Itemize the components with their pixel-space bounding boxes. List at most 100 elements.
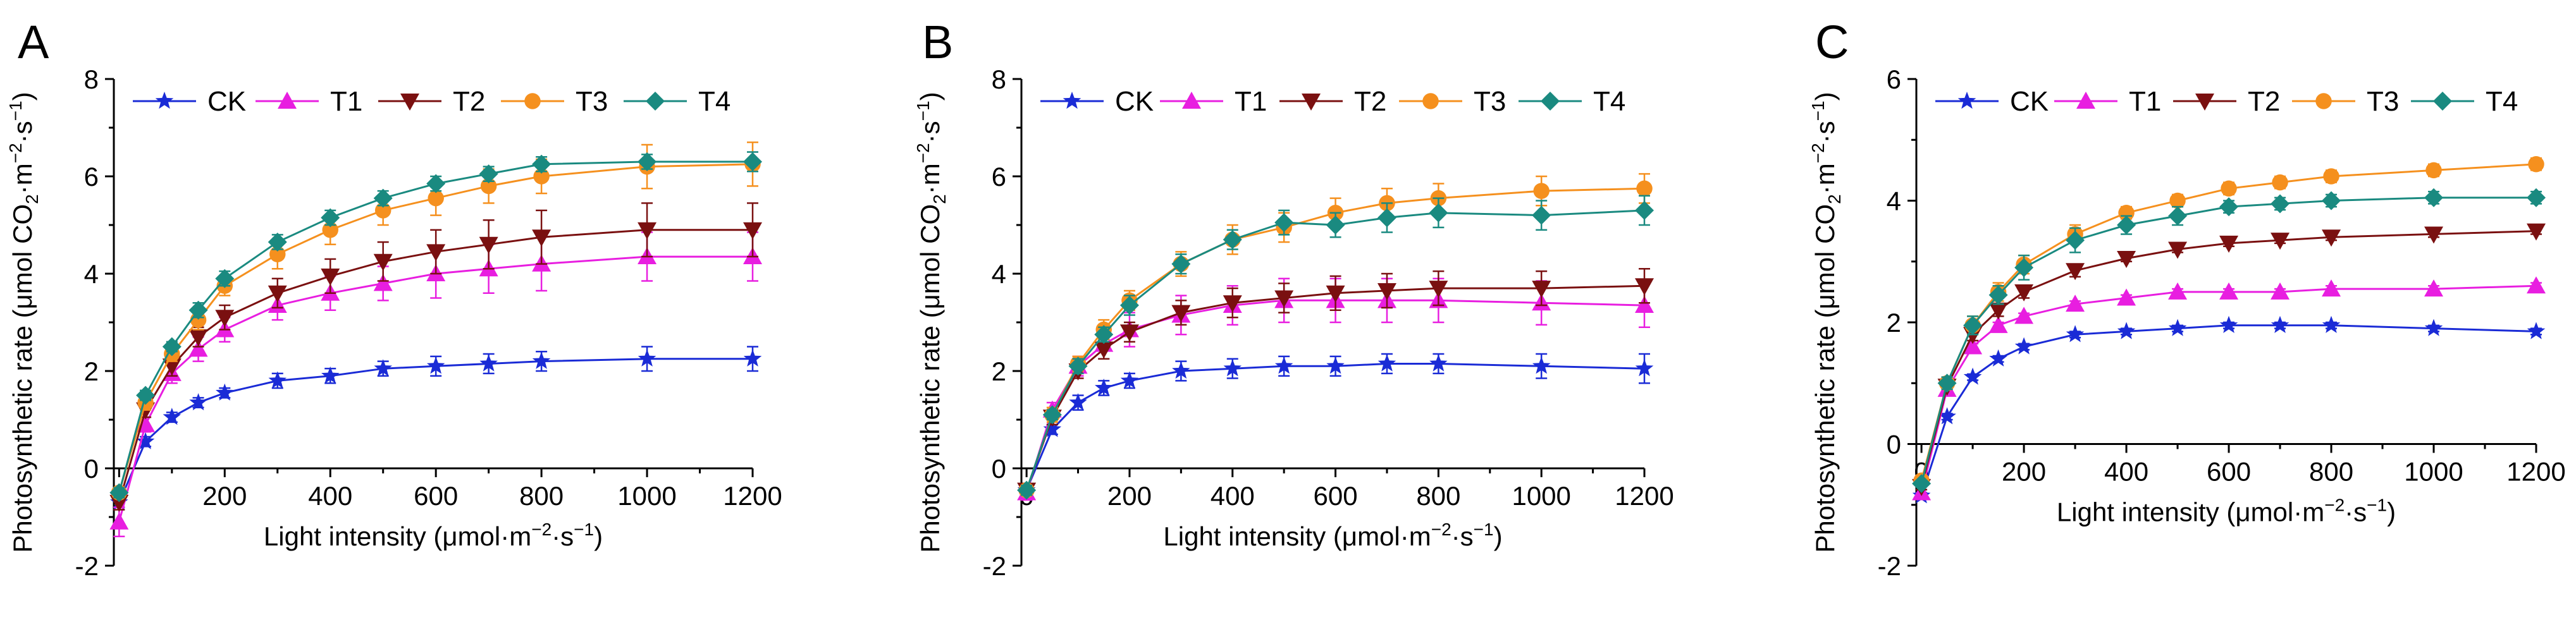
data-point — [533, 168, 550, 185]
data-point — [1042, 405, 1062, 425]
data-point — [1119, 324, 1139, 342]
data-point — [1937, 374, 1957, 393]
x-axis-title-part: ·s — [2345, 497, 2367, 527]
legend-label: T3 — [2367, 86, 2399, 117]
x-tick-label: 600 — [414, 481, 458, 511]
data-point — [1635, 200, 1654, 220]
data-point — [2219, 315, 2238, 333]
data-point — [2169, 192, 2186, 209]
y-tick-label: 0 — [992, 454, 1006, 484]
x-tick-label: 400 — [2104, 457, 2148, 487]
data-point — [373, 274, 393, 291]
y-axis-title-sup: −2 — [6, 143, 25, 163]
data-point — [1532, 356, 1551, 374]
y-axis-title-part: ·s — [1810, 121, 1840, 143]
y-axis-title-sub: 2 — [22, 194, 42, 204]
data-point — [638, 349, 656, 367]
series-T4 — [1912, 188, 2546, 494]
data-point — [1429, 203, 1448, 222]
x-axis-title: Light intensity (μmol·m−2·s−1) — [1163, 520, 1502, 551]
data-point — [1326, 216, 1345, 234]
data-point — [109, 512, 129, 530]
data-point — [2527, 322, 2546, 339]
data-point — [1069, 393, 1087, 411]
data-point — [479, 164, 498, 184]
x-axis-title-sup: −2 — [2324, 496, 2345, 515]
x-axis-title-sup: −1 — [1474, 520, 1494, 539]
x-axis-title-sup: −1 — [2367, 496, 2387, 515]
x-tick-label: 400 — [308, 481, 352, 511]
data-point — [2117, 322, 2136, 339]
data-point — [2168, 241, 2188, 259]
data-point — [1532, 281, 1551, 298]
data-point — [2219, 197, 2239, 217]
data-point — [1172, 362, 1190, 379]
legend-marker — [1182, 92, 1201, 109]
legend-item-T4: T4 — [624, 86, 730, 117]
data-point — [2271, 315, 2289, 333]
legend-label: CK — [207, 86, 246, 117]
data-point — [374, 359, 392, 377]
data-point — [373, 188, 393, 208]
y-tick-label: 2 — [992, 356, 1006, 386]
data-point — [426, 356, 445, 374]
data-point — [2168, 319, 2187, 336]
data-point — [216, 383, 234, 401]
data-point — [2424, 319, 2443, 336]
data-point — [1326, 285, 1345, 303]
x-tick-label: 200 — [202, 481, 247, 511]
data-point — [189, 393, 207, 411]
legend-item-T1: T1 — [256, 86, 362, 117]
data-point — [1017, 480, 1037, 500]
x-tick-label: 1000 — [1512, 481, 1570, 511]
data-point — [215, 310, 235, 327]
data-point — [268, 285, 287, 303]
data-point — [1533, 183, 1550, 199]
data-point — [2271, 233, 2290, 250]
data-point — [188, 339, 208, 357]
data-point — [1095, 379, 1113, 396]
x-tick-label: 800 — [2309, 457, 2353, 487]
data-point — [2168, 282, 2188, 300]
legend-item-T2: T2 — [378, 86, 485, 117]
y-tick-label: -2 — [1878, 551, 1901, 581]
legend-label: T2 — [1354, 86, 1386, 117]
legend: CK T1 T2 T3 T4 — [1040, 86, 1625, 117]
x-tick-label: 1000 — [617, 481, 676, 511]
data-point — [426, 174, 446, 193]
data-point — [532, 351, 551, 369]
series-T4 — [109, 151, 762, 502]
data-point — [109, 483, 129, 502]
data-point — [1377, 283, 1396, 300]
data-point — [743, 349, 762, 367]
data-point — [2271, 282, 2290, 300]
y-axis-title: Photosynthetic rate (μmol CO2·m−2·s−1) — [1808, 92, 1844, 552]
x-tick-label: 1200 — [723, 481, 782, 511]
legend-label: CK — [2010, 86, 2049, 117]
legend-item-T4: T4 — [1519, 86, 1625, 117]
data-point — [2066, 231, 2085, 250]
x-tick-label: 1200 — [1615, 481, 1673, 511]
data-point — [2527, 188, 2546, 207]
data-point — [1429, 354, 1448, 372]
y-tick-label: 0 — [1887, 430, 1901, 459]
data-point — [268, 232, 287, 252]
y-axis-title-sup: −1 — [6, 100, 25, 121]
legend-marker — [1422, 93, 1439, 109]
x-tick-label: 200 — [2002, 457, 2046, 487]
data-point — [2066, 295, 2085, 312]
data-point — [215, 269, 235, 288]
data-point — [1429, 281, 1448, 298]
x-axis-title-part: Light intensity (μmol·m — [264, 521, 531, 551]
legend-label: T3 — [1474, 86, 1506, 117]
data-point — [1635, 359, 1654, 377]
series-CK — [110, 346, 762, 510]
x-axis-title-sup: −1 — [574, 520, 594, 539]
legend-label: T2 — [2248, 86, 2280, 117]
y-axis-title-sub: 2 — [1825, 194, 1844, 204]
series-T1 — [1017, 277, 1654, 501]
legend-marker — [646, 92, 665, 111]
data-point — [1988, 302, 2008, 320]
data-point — [479, 354, 498, 372]
legend-label: T1 — [2129, 86, 2161, 117]
